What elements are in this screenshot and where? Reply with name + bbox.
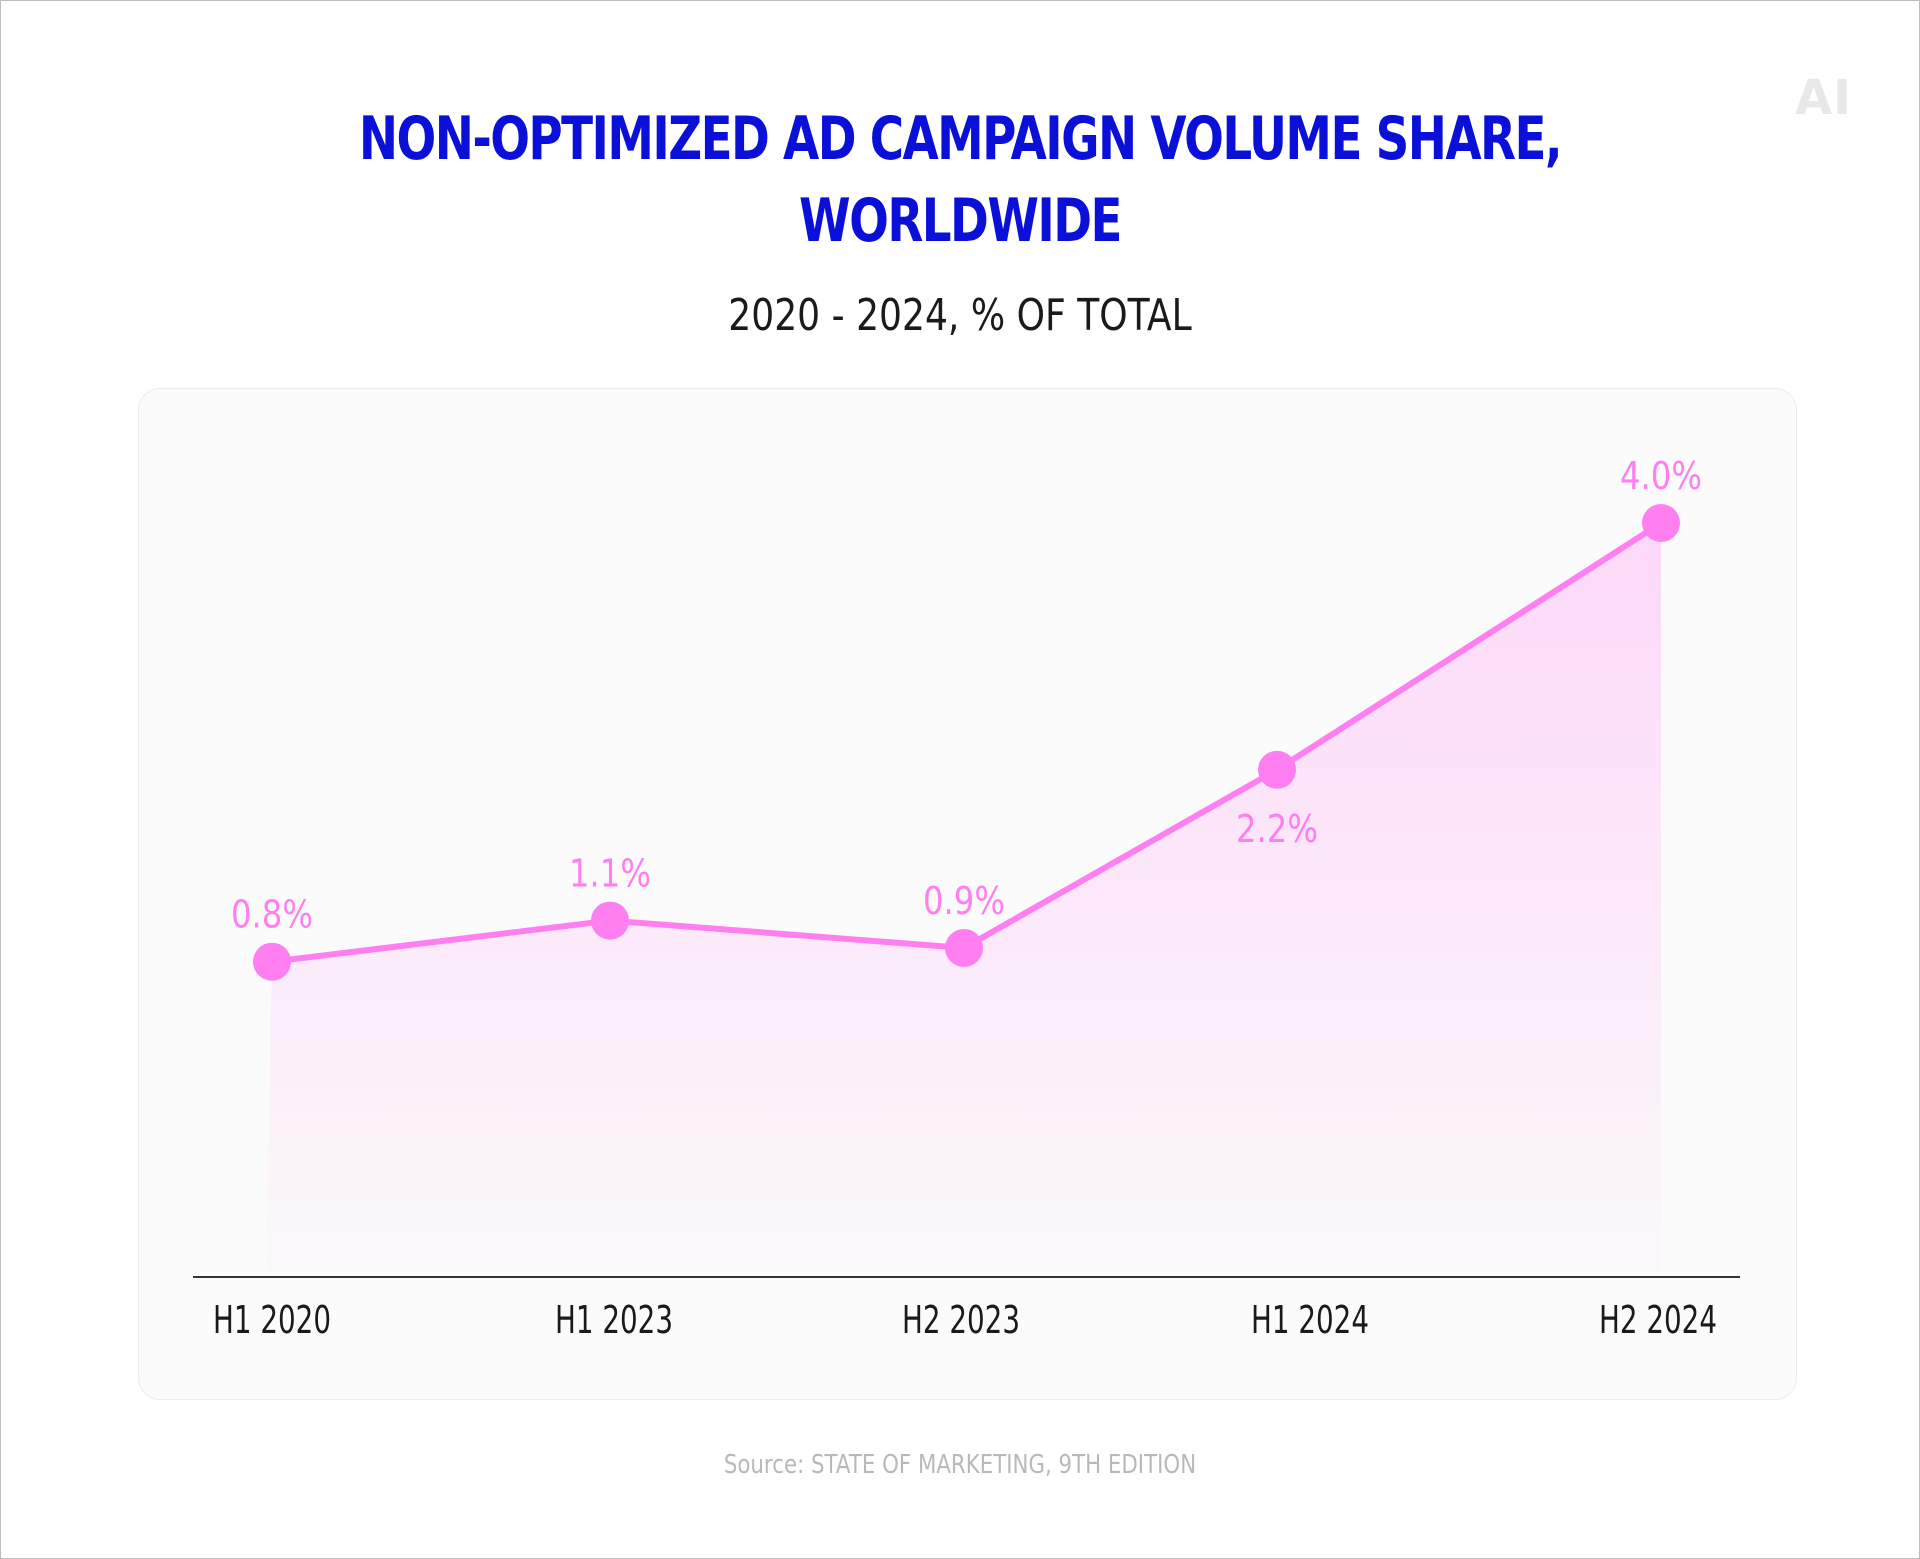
chart-title-line-1: NON-OPTIMIZED AD CAMPAIGN VOLUME SHARE, <box>358 104 1563 174</box>
data-point <box>945 928 983 967</box>
data-label: 0.9% <box>923 879 1005 923</box>
data-point <box>1258 750 1296 789</box>
data-label: 0.8% <box>231 893 313 937</box>
x-tick-label: H2 2024 <box>1599 1298 1717 1342</box>
x-tick-label: H1 2023 <box>555 1298 673 1342</box>
source-note: Source: STATE OF MARKETING, 9TH EDITION <box>723 1450 1197 1480</box>
data-label: 2.2% <box>1236 807 1318 851</box>
x-tick-label: H2 2023 <box>902 1298 1020 1342</box>
data-point <box>591 901 629 940</box>
data-label: 4.0% <box>1620 454 1702 498</box>
x-tick-label: H1 2020 <box>213 1298 331 1342</box>
data-label: 1.1% <box>569 852 651 896</box>
data-point <box>253 942 291 981</box>
chart-title-line-2: WORLDWIDE <box>799 186 1122 256</box>
area-fill <box>266 523 1661 1271</box>
x-tick-label: H1 2024 <box>1251 1298 1369 1342</box>
chart-subtitle: 2020 - 2024, % OF TOTAL <box>728 290 1192 341</box>
chart-title: NON-OPTIMIZED AD CAMPAIGN VOLUME SHARE, … <box>211 98 1709 262</box>
data-point <box>1642 504 1680 542</box>
brand-logo: AI <box>1794 70 1852 126</box>
